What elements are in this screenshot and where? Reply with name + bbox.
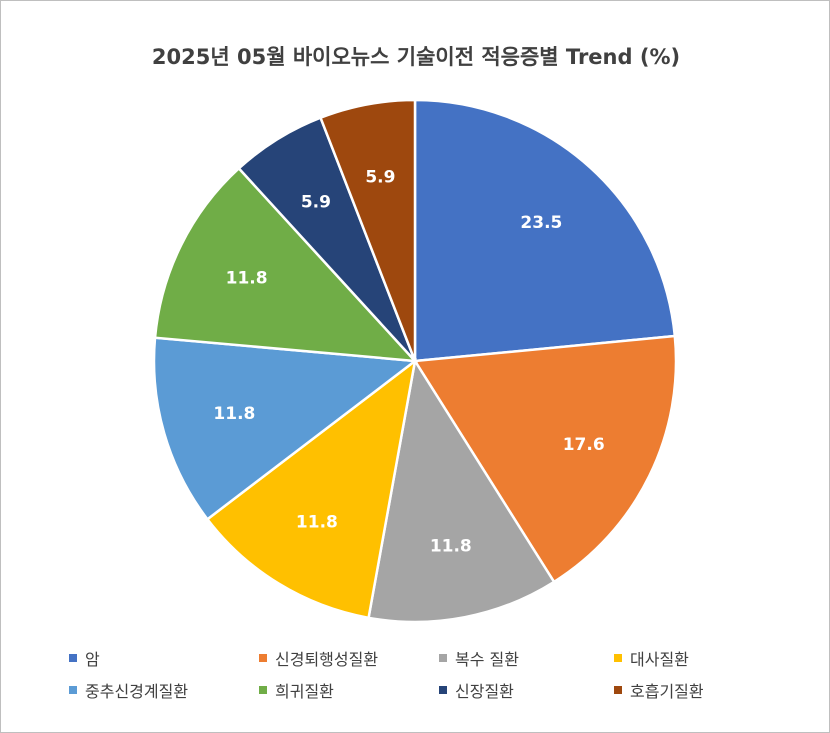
legend-label: 대사질환 [630, 646, 689, 670]
legend-swatch [439, 654, 447, 662]
chart-area: 2025년 05월 바이오뉴스 기술이전 적응증별 Trend (%) 23.5… [0, 0, 830, 733]
legend-swatch [69, 686, 77, 694]
legend-item: 호흡기질환 [614, 679, 704, 701]
data-label: 11.8 [226, 269, 268, 289]
legend-swatch [439, 686, 447, 694]
legend-swatch [614, 654, 622, 662]
legend-label: 신경퇴행성질환 [275, 646, 378, 670]
data-label: 5.9 [365, 167, 395, 187]
legend-label: 암 [85, 646, 100, 670]
legend-item: 중추신경계질환 [69, 679, 188, 701]
data-label: 11.8 [296, 512, 338, 532]
legend-item: 대사질환 [614, 647, 689, 669]
data-label: 17.6 [563, 435, 605, 455]
pie-chart: 23.5 17.6 11.8 11.8 11.8 11.8 5.9 5.9 [1, 1, 830, 641]
legend-item: 복수 질환 [439, 647, 519, 669]
legend-item: 암 [69, 647, 100, 669]
legend-item: 신장질환 [439, 679, 514, 701]
legend-label: 복수 질환 [455, 646, 519, 670]
legend-swatch [614, 686, 622, 694]
data-label: 5.9 [301, 192, 331, 212]
data-label: 23.5 [520, 213, 562, 233]
legend-label: 중추신경계질환 [85, 678, 188, 702]
legend-swatch [259, 654, 267, 662]
legend-swatch [259, 686, 267, 694]
legend-label: 호흡기질환 [630, 678, 704, 702]
data-label: 11.8 [213, 404, 255, 424]
legend-swatch [69, 654, 77, 662]
legend-item: 희귀질환 [259, 679, 334, 701]
legend-item: 신경퇴행성질환 [259, 647, 378, 669]
legend-label: 신장질환 [455, 678, 514, 702]
legend-label: 희귀질환 [275, 678, 334, 702]
data-label: 11.8 [430, 537, 472, 557]
